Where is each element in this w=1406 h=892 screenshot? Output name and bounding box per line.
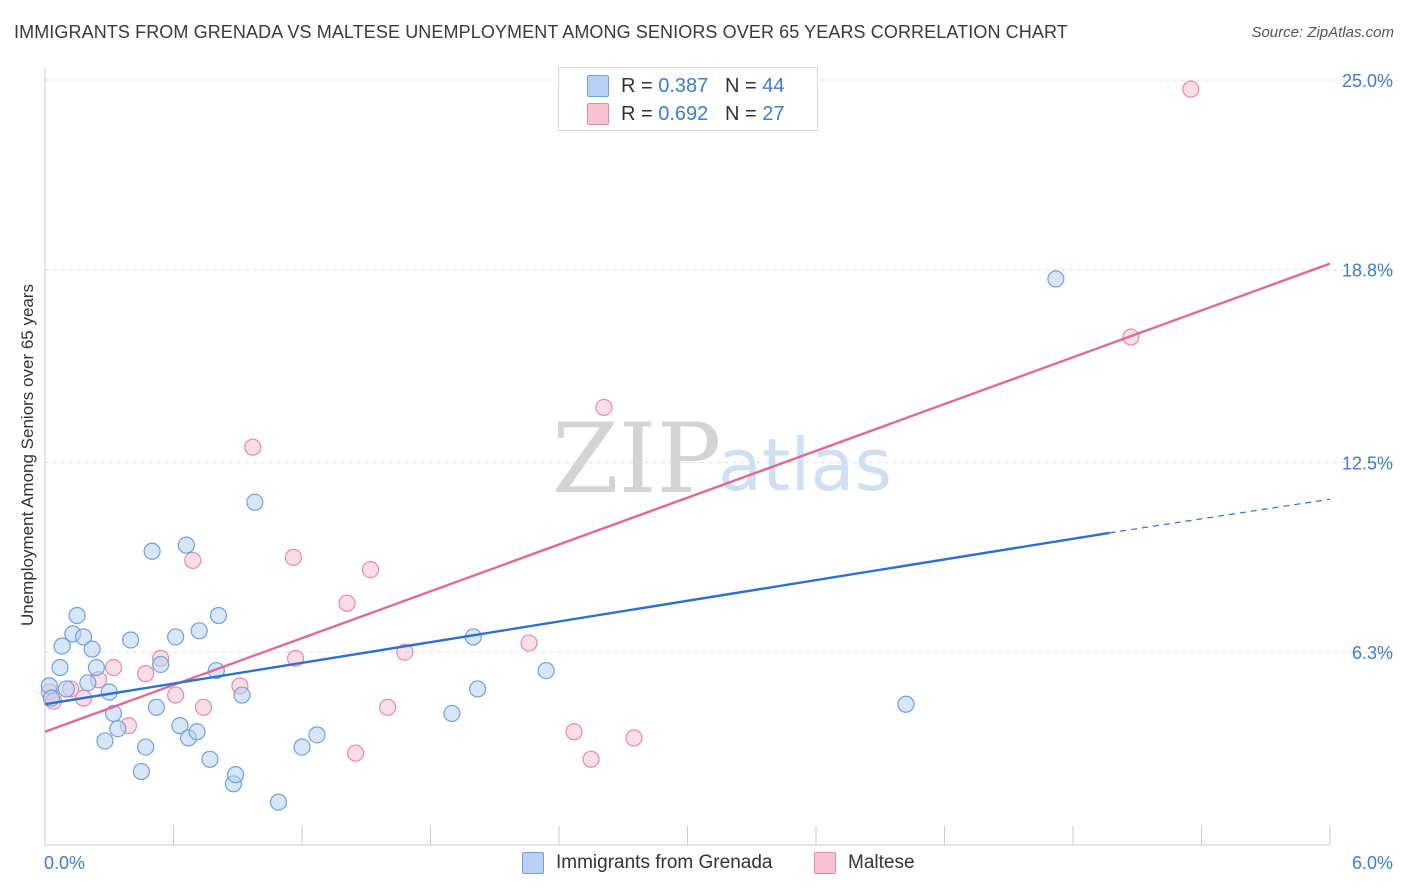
maltese-point — [194, 698, 213, 716]
legend-r-label: R = — [621, 74, 659, 97]
maltese-point — [137, 665, 155, 683]
grenada-point — [109, 720, 127, 738]
grenada-point — [83, 640, 101, 658]
legend-n-label: N = — [724, 74, 763, 97]
legend-r-value: 0.692 — [658, 102, 709, 125]
legend-row-grenada: R = 0.387 N = 44 — [587, 74, 784, 98]
legend-n-label: N = — [724, 102, 763, 125]
watermark-zip: ZIP — [552, 403, 721, 515]
grenada-point — [897, 695, 915, 713]
maltese-point — [396, 643, 414, 661]
maltese-point — [361, 560, 380, 579]
legend-swatch-blue — [522, 852, 544, 874]
legend-item-grenada[interactable]: Immigrants from Grenada — [522, 852, 772, 874]
grenada-point — [537, 661, 555, 680]
grenada-point — [87, 658, 106, 677]
grenada-point — [233, 686, 251, 704]
grenada-point — [132, 762, 150, 781]
legend-row-maltese: R = 0.692 N = 27 — [587, 102, 784, 126]
legend-n-value: 27 — [762, 102, 785, 125]
grenada-point — [246, 493, 264, 511]
grenada-point — [227, 766, 245, 784]
grenada-point — [137, 738, 155, 756]
grenada-trendline — [44, 531, 1110, 706]
legend-r-value: 0.387 — [658, 74, 709, 97]
y-tick-label: 12.5% — [1342, 454, 1393, 474]
maltese-point — [284, 548, 303, 566]
maltese-point — [346, 744, 365, 762]
grenada-point — [143, 542, 161, 560]
y-tick-label: 25.0% — [1342, 71, 1393, 91]
legend-swatch-blue — [587, 75, 609, 97]
legend-swatch-pink — [814, 852, 836, 874]
maltese-trendline — [44, 262, 1331, 733]
maltese-point — [244, 438, 262, 456]
y-tick-label: 18.8% — [1342, 261, 1393, 281]
grenada-point — [188, 723, 206, 741]
grenada-point — [122, 631, 140, 649]
y-tick-label: 6.3% — [1352, 643, 1393, 663]
legend-n-value: 44 — [762, 74, 785, 97]
maltese-point — [104, 658, 123, 677]
grenada-point — [269, 793, 288, 811]
grenada-point — [147, 698, 165, 716]
x-tick-label: 6.0% — [1352, 853, 1393, 873]
grenada-point — [171, 717, 189, 735]
maltese-point — [595, 398, 613, 417]
series-legend: Immigrants from Grenada Maltese — [0, 852, 1406, 878]
grenada-point — [68, 606, 86, 625]
grenada-point — [53, 637, 71, 655]
x-tick-label: 0.0% — [44, 853, 85, 873]
grenada-point — [190, 622, 208, 640]
maltese-point — [184, 551, 202, 570]
legend-item-maltese[interactable]: Maltese — [814, 852, 915, 874]
watermark-atlas: atlas — [718, 423, 892, 507]
grenada-point — [469, 680, 487, 698]
grenada-point — [201, 750, 219, 768]
maltese-point — [379, 698, 397, 716]
maltese-point — [582, 750, 600, 768]
grenada-point — [57, 680, 76, 698]
grenada-point — [96, 732, 114, 750]
grenada-point — [209, 606, 228, 625]
maltese-point — [167, 686, 185, 704]
grenada-point — [443, 704, 461, 723]
chart-title: IMMIGRANTS FROM GRENADA VS MALTESE UNEMP… — [14, 22, 1068, 42]
grenada-point — [152, 655, 170, 674]
grenada-point — [79, 674, 97, 692]
grenada-trendline-extension — [1109, 498, 1331, 534]
legend-r-label: R = — [621, 102, 659, 125]
grenada-point — [293, 738, 311, 756]
correlation-legend: R = 0.387 N = 44 R = 0.692 N = 27 — [558, 67, 818, 131]
maltese-point — [625, 729, 643, 747]
grenada-point — [167, 628, 185, 646]
legend-swatch-pink — [587, 103, 609, 125]
legend-label-maltese: Maltese — [848, 852, 915, 873]
maltese-point — [1182, 80, 1200, 98]
maltese-point — [520, 634, 538, 652]
maltese-point — [565, 723, 583, 741]
grenada-point — [1047, 270, 1065, 288]
legend-label-grenada: Immigrants from Grenada — [556, 852, 773, 873]
source-credit: Source: ZipAtlas.com — [1251, 24, 1394, 41]
grenada-point — [51, 658, 69, 677]
maltese-point — [338, 594, 356, 612]
grenada-point — [74, 628, 93, 646]
grenada-point — [177, 536, 195, 554]
grenada-point — [308, 726, 326, 744]
